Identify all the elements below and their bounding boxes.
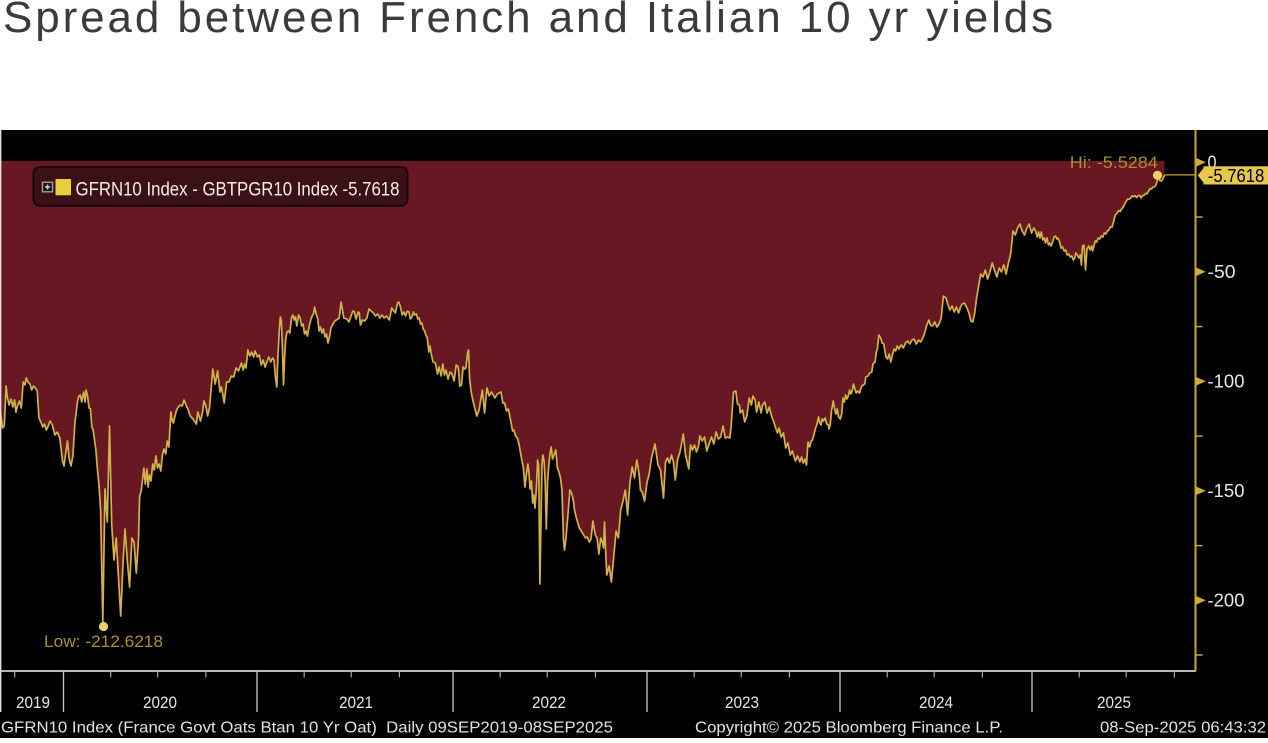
- svg-text:2023: 2023: [725, 693, 759, 712]
- svg-text:Low: -212.6218: Low: -212.6218: [44, 632, 163, 651]
- svg-text:08-Sep-2025 06:43:32: 08-Sep-2025 06:43:32: [1100, 720, 1266, 737]
- svg-text:2019: 2019: [16, 693, 50, 712]
- svg-text:Copyright© 2025 Bloomberg Fina: Copyright© 2025 Bloomberg Finance L.P.: [695, 720, 1003, 737]
- svg-text:GFRN10 Index (France Govt Oats: GFRN10 Index (France Govt Oats Btan 10 Y…: [1, 720, 613, 737]
- svg-text:2021: 2021: [339, 693, 373, 712]
- svg-text:GFRN10 Index - GBTPGR10 Index: GFRN10 Index - GBTPGR10 Index -5.7618: [76, 180, 400, 201]
- svg-text:-150: -150: [1208, 481, 1245, 501]
- svg-text:-5.7618: -5.7618: [1208, 166, 1265, 186]
- svg-text:Hi: -5.5284: Hi: -5.5284: [1070, 154, 1158, 172]
- svg-text:2022: 2022: [532, 693, 566, 712]
- svg-text:-50: -50: [1208, 262, 1236, 282]
- svg-text:-200: -200: [1208, 591, 1245, 611]
- svg-text:2025: 2025: [1097, 693, 1131, 712]
- svg-text:2020: 2020: [143, 693, 177, 712]
- svg-text:2024: 2024: [919, 693, 953, 712]
- svg-text:-100: -100: [1208, 372, 1245, 392]
